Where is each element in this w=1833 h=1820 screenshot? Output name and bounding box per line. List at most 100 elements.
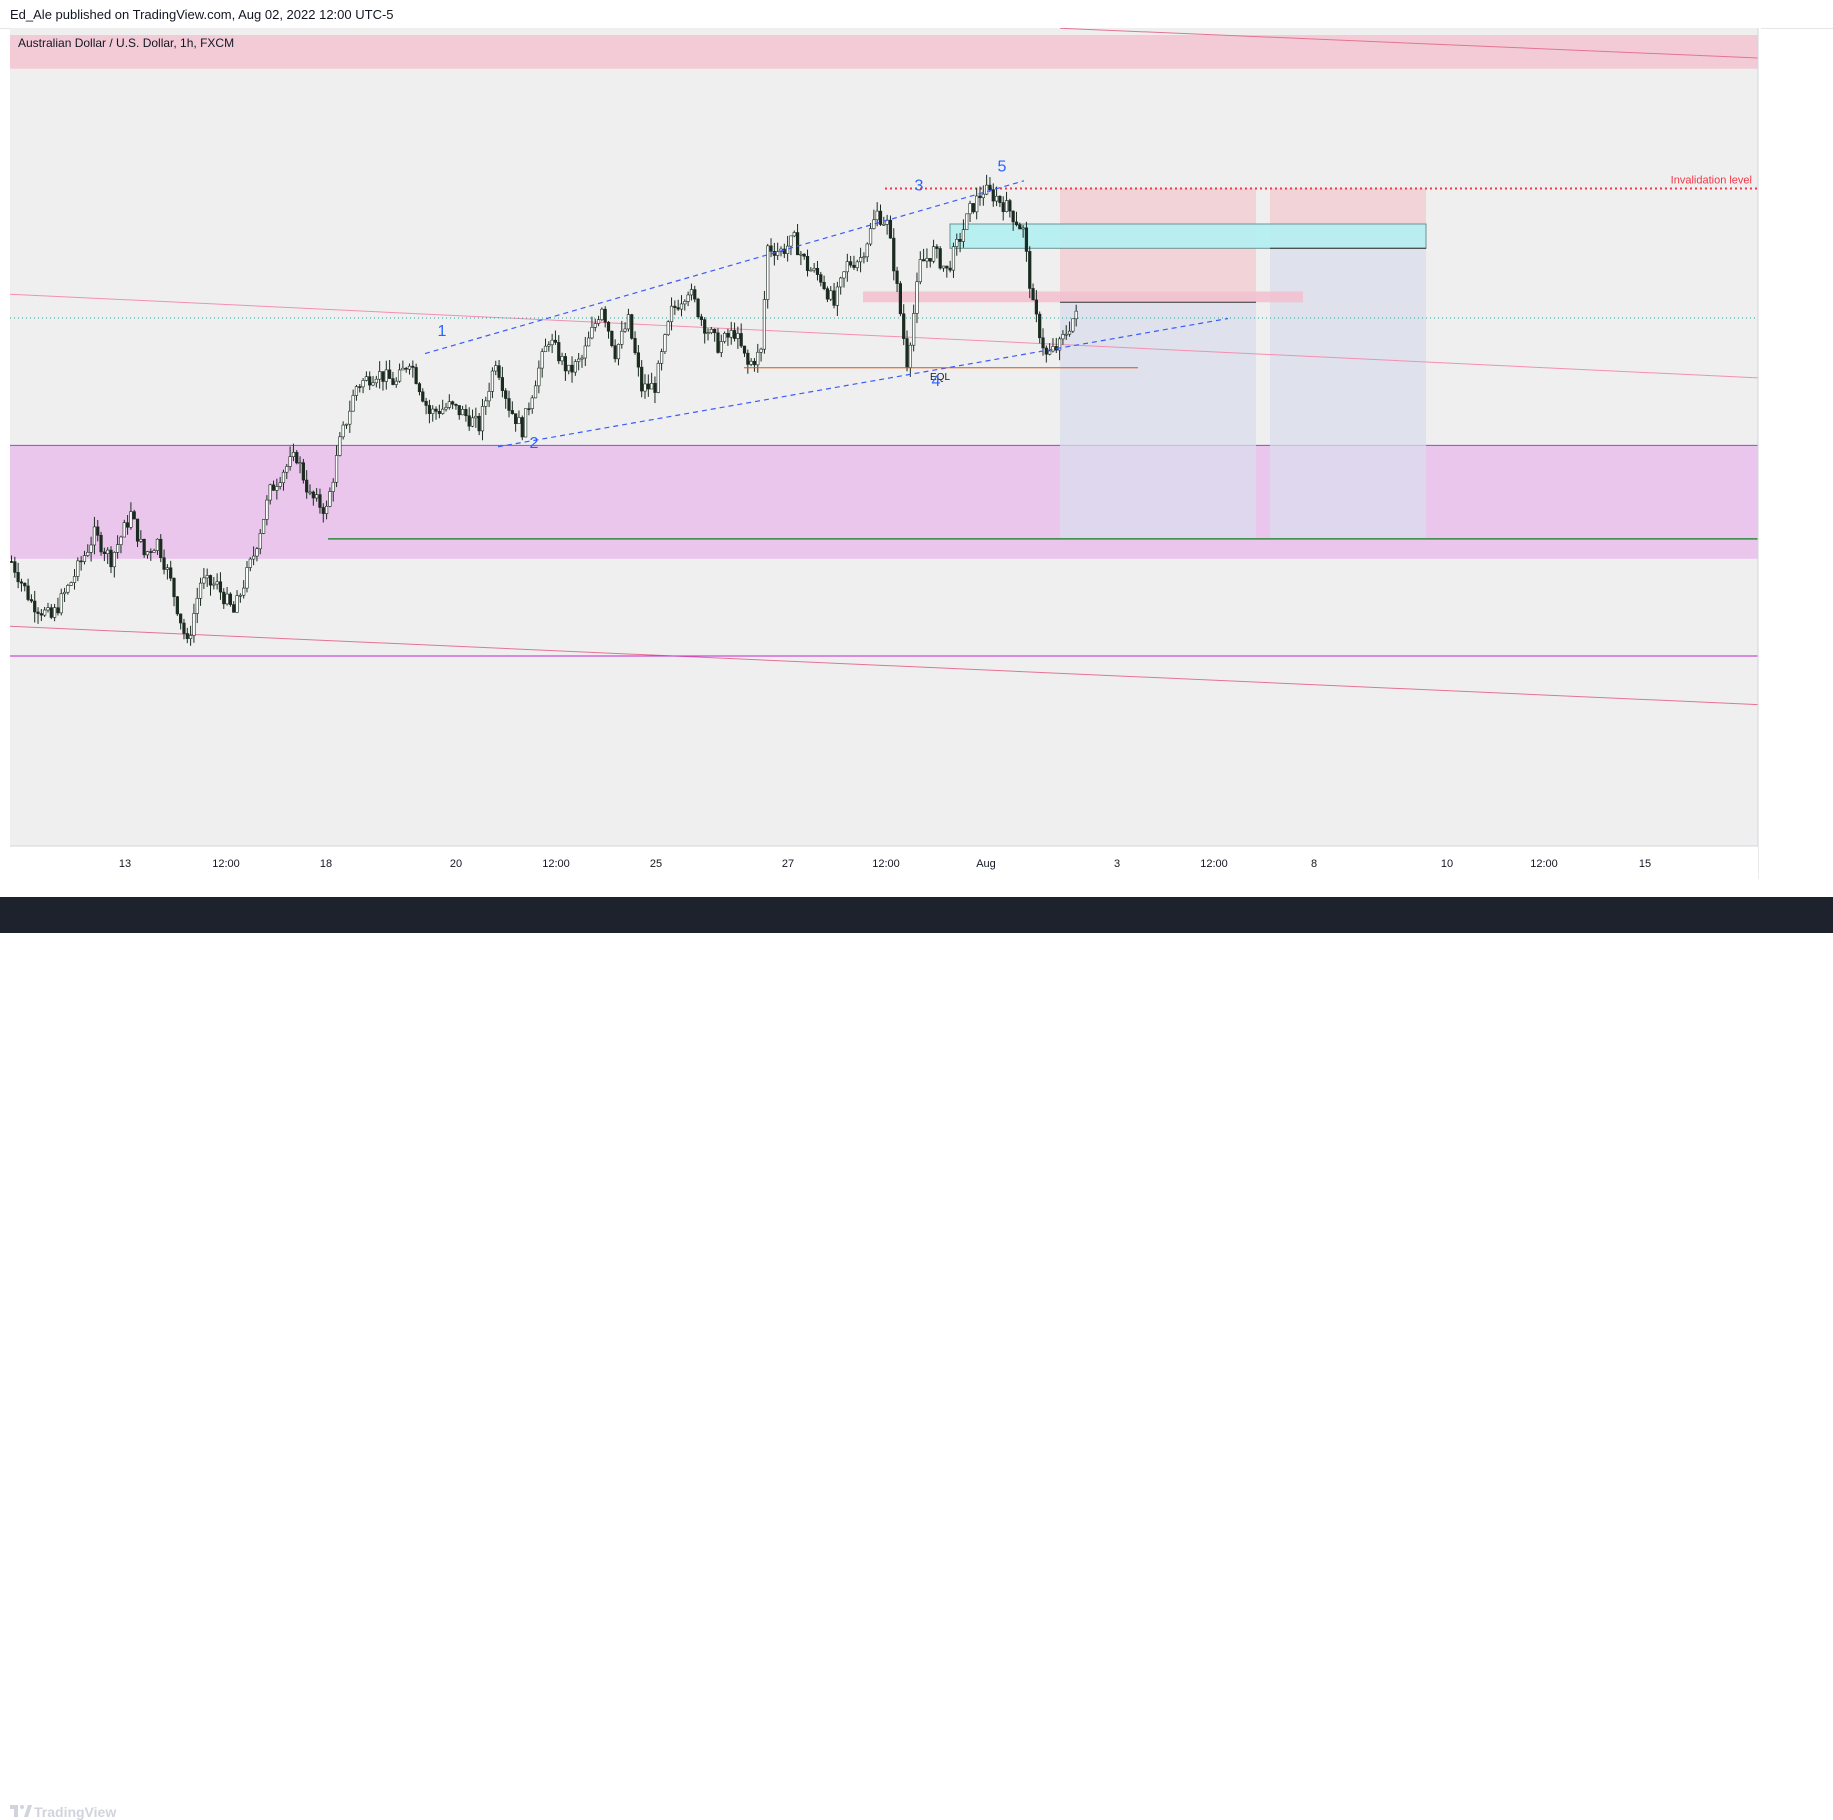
candle: [729, 330, 733, 338]
candle: [368, 376, 372, 386]
tradingview-brand[interactable]: TradingView: [34, 1804, 117, 1820]
candle: [245, 567, 249, 589]
candle: [600, 308, 604, 320]
candle: [547, 344, 551, 347]
candle: [1044, 347, 1048, 355]
candle: [444, 407, 448, 410]
candle: [258, 533, 262, 550]
candle: [238, 594, 242, 597]
candle: [752, 360, 757, 366]
candle: [388, 369, 392, 379]
candle: [653, 383, 657, 393]
candle: [563, 356, 568, 372]
candle: [795, 232, 800, 256]
candle: [580, 357, 584, 360]
candle: [305, 479, 309, 493]
candle: [858, 257, 863, 263]
candle: [86, 551, 90, 556]
candle: [573, 361, 577, 373]
tradingview-logo-icon[interactable]: [10, 1803, 32, 1819]
candle: [404, 367, 408, 370]
candle: [663, 334, 667, 352]
candle: [281, 471, 286, 484]
candle: [19, 581, 24, 584]
candle: [802, 253, 806, 257]
candle: [1067, 330, 1072, 335]
candle: [610, 330, 614, 346]
candle: [125, 522, 130, 528]
candle: [988, 184, 992, 190]
candle: [985, 184, 989, 195]
candle: [1034, 299, 1038, 315]
candle: [23, 582, 27, 587]
candle: [208, 575, 213, 586]
candle: [882, 224, 886, 226]
candle: [162, 557, 166, 570]
candle: [782, 248, 786, 254]
publish-info: Ed_Ale published on TradingView.com, Aug…: [10, 7, 394, 22]
candle: [89, 544, 93, 553]
candle: [381, 371, 385, 382]
candle: [504, 390, 508, 399]
candle: [344, 423, 349, 426]
wave-label-2: 2: [530, 435, 539, 452]
x-tick-label: 12:00: [872, 858, 900, 870]
x-tick-label: 20: [450, 858, 462, 870]
candle: [819, 274, 823, 283]
candle: [825, 288, 830, 300]
x-tick-label: 10: [1441, 858, 1453, 870]
candle: [394, 380, 398, 385]
candle: [447, 401, 451, 408]
candle: [175, 596, 179, 615]
x-tick-label: 3: [1114, 858, 1120, 870]
candle: [643, 383, 647, 392]
candle: [484, 400, 488, 407]
candle: [835, 286, 839, 306]
candle: [928, 258, 932, 262]
candle: [1014, 221, 1019, 226]
candle: [218, 581, 223, 593]
candle: [155, 538, 160, 551]
candle: [252, 555, 256, 560]
candle: [792, 232, 796, 237]
candle: [557, 342, 561, 362]
candle: [222, 591, 226, 605]
support-zone: [10, 445, 1758, 559]
candle: [261, 519, 266, 534]
candle: [99, 535, 103, 553]
candle: [1048, 350, 1052, 355]
candle: [361, 380, 365, 388]
candle: [540, 351, 544, 369]
candle: [82, 555, 87, 562]
candle: [122, 522, 126, 538]
candle: [129, 511, 133, 528]
x-tick-label: 13: [119, 858, 131, 870]
candle: [364, 376, 368, 381]
candle: [514, 413, 518, 424]
candle: [464, 409, 468, 417]
candle: [941, 265, 946, 269]
x-tick-label: 12:00: [1200, 858, 1228, 870]
candle: [736, 333, 740, 339]
candle: [33, 600, 37, 613]
candle: [69, 582, 73, 586]
candle: [948, 267, 952, 271]
candle: [467, 415, 471, 427]
candle: [324, 505, 329, 514]
candle: [577, 358, 581, 362]
candle: [301, 462, 305, 481]
candle: [255, 548, 259, 557]
candle: [583, 345, 587, 359]
time-axis[interactable]: [10, 846, 1758, 879]
candle: [716, 332, 720, 353]
candle: [749, 360, 753, 365]
candle: [852, 264, 856, 268]
candle: [185, 633, 189, 639]
candle: [76, 560, 80, 577]
candle: [590, 327, 594, 339]
price-axis[interactable]: [1758, 28, 1761, 879]
candle: [640, 366, 644, 392]
candle: [291, 452, 296, 457]
